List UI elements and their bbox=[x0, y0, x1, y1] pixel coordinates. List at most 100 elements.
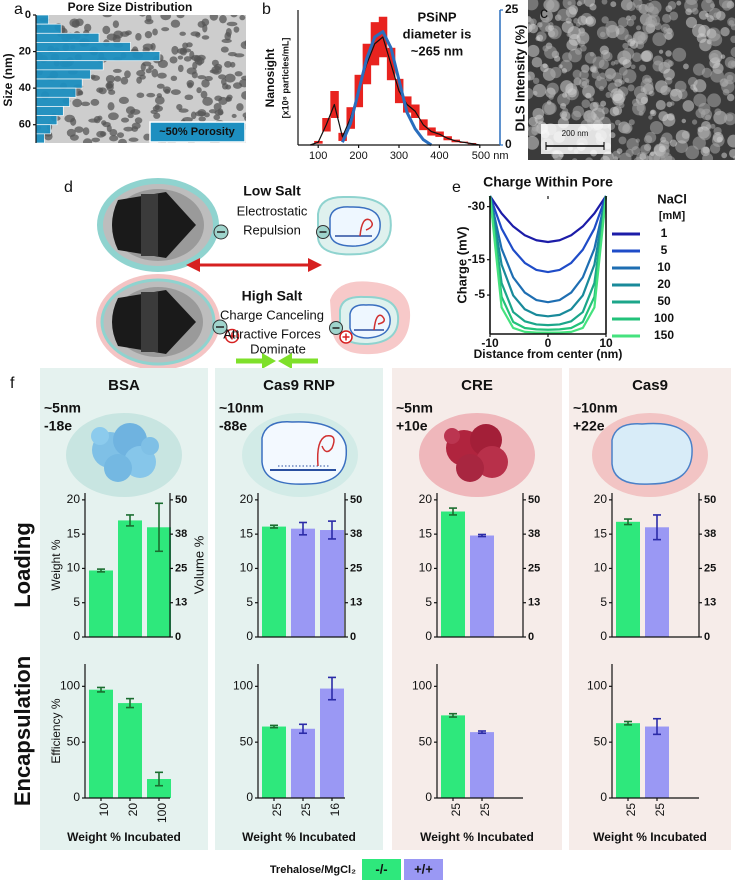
sem-grain bbox=[631, 52, 642, 63]
x-tick-label: 20 bbox=[126, 803, 140, 817]
sem-grain bbox=[669, 11, 679, 21]
pore bbox=[201, 79, 210, 88]
sem-grain bbox=[586, 112, 593, 119]
sem-grain bbox=[535, 36, 541, 41]
sem-grain bbox=[702, 152, 714, 160]
x-tick-label: 400 bbox=[430, 150, 448, 162]
y-axis-label: Charge (mV) bbox=[454, 226, 469, 303]
legend-swatch bbox=[362, 859, 401, 880]
pore bbox=[220, 46, 229, 53]
sem-grain bbox=[635, 4, 642, 11]
sem-grain bbox=[585, 157, 593, 160]
histogram-bar bbox=[35, 96, 70, 107]
pore bbox=[244, 40, 246, 47]
y-tick-label: 10 bbox=[419, 561, 433, 575]
bar bbox=[89, 570, 113, 637]
pore bbox=[106, 33, 118, 41]
sem-grain bbox=[721, 152, 728, 159]
sem-grain bbox=[585, 16, 594, 25]
y-tick-label: 50 bbox=[240, 734, 254, 748]
legend-label: +/+ bbox=[414, 861, 433, 876]
y2-tick-label: 0 bbox=[704, 631, 710, 643]
sem-grain bbox=[578, 0, 586, 5]
y-tick-label: 0 bbox=[425, 629, 432, 643]
legend-title: [mM] bbox=[659, 210, 686, 222]
error-bar bbox=[449, 712, 457, 718]
protein-name: Cas9 RNP bbox=[263, 377, 335, 394]
pore bbox=[152, 28, 158, 36]
sem-grain bbox=[540, 9, 553, 23]
pore bbox=[145, 68, 152, 74]
sem-grain bbox=[710, 3, 716, 9]
histogram-bar bbox=[35, 14, 49, 25]
sem-grain bbox=[620, 80, 625, 85]
sem-grain bbox=[531, 56, 543, 68]
pore bbox=[140, 63, 146, 72]
sem-grain bbox=[715, 10, 726, 21]
pore bbox=[102, 121, 111, 128]
sem-grain bbox=[544, 45, 558, 59]
sem-grain bbox=[648, 0, 653, 1]
sem-grain bbox=[578, 77, 590, 89]
pore bbox=[217, 108, 224, 116]
histogram-bar bbox=[35, 23, 62, 34]
high-salt-pore bbox=[96, 274, 240, 370]
pore bbox=[151, 68, 159, 78]
protein-size: ~5nm bbox=[396, 400, 433, 416]
y-tick-label: 50 bbox=[419, 734, 433, 748]
sem-grain bbox=[725, 113, 734, 122]
low-salt-title: Low Salt bbox=[243, 183, 301, 199]
nanosight-line bbox=[309, 36, 480, 146]
y-tick-label: -30 bbox=[468, 199, 486, 213]
attraction-arrows bbox=[236, 353, 318, 369]
pore bbox=[136, 92, 145, 98]
sem-grain bbox=[660, 88, 668, 96]
sem-grain bbox=[562, 92, 568, 98]
scale-bar-label: 200 nm bbox=[562, 129, 589, 138]
pore bbox=[224, 32, 231, 41]
pore bbox=[72, 98, 82, 108]
sem-grain bbox=[682, 100, 695, 112]
bar bbox=[645, 527, 669, 637]
charge-line bbox=[488, 195, 608, 331]
bar bbox=[470, 535, 494, 637]
sem-grain bbox=[675, 129, 690, 144]
y-tick-label: 20 bbox=[240, 492, 254, 506]
pore bbox=[239, 78, 246, 88]
sem-grain bbox=[544, 102, 557, 115]
sem-grain bbox=[626, 1, 636, 12]
sem-grain bbox=[724, 56, 735, 69]
y2-tick-label: 13 bbox=[528, 597, 540, 609]
pore bbox=[196, 87, 202, 94]
annotation: ~50% Porosity bbox=[159, 126, 235, 138]
cre-illustration bbox=[419, 413, 535, 497]
error-bar bbox=[478, 533, 486, 538]
y-axis-label: Weight % bbox=[49, 539, 63, 590]
pore bbox=[176, 103, 183, 111]
pore bbox=[145, 15, 152, 22]
pore bbox=[69, 134, 79, 141]
pore bbox=[197, 20, 206, 28]
sem-grain bbox=[550, 66, 562, 79]
bar bbox=[616, 723, 640, 798]
legend-title: NaCl bbox=[657, 191, 687, 206]
pore bbox=[157, 72, 167, 79]
histogram-bar bbox=[35, 115, 58, 126]
pore bbox=[218, 96, 228, 105]
annotation-box bbox=[149, 121, 246, 143]
y-tick-label: 0 bbox=[73, 790, 80, 804]
protein-name: CRE bbox=[461, 377, 493, 394]
pore bbox=[164, 89, 171, 94]
pore bbox=[208, 109, 217, 114]
sem-grain bbox=[655, 100, 666, 111]
sem-grain bbox=[596, 104, 605, 113]
histogram-bar bbox=[35, 42, 131, 52]
sem-grain bbox=[567, 1, 572, 6]
y-tick-label: 50 bbox=[594, 734, 608, 748]
y-tick-label: 5 bbox=[425, 595, 432, 609]
sem-grain bbox=[699, 128, 712, 141]
sem-grain bbox=[616, 148, 623, 154]
pore bbox=[224, 60, 232, 68]
sem-grain bbox=[628, 119, 635, 126]
high-salt-text: Charge Canceling bbox=[220, 307, 324, 322]
